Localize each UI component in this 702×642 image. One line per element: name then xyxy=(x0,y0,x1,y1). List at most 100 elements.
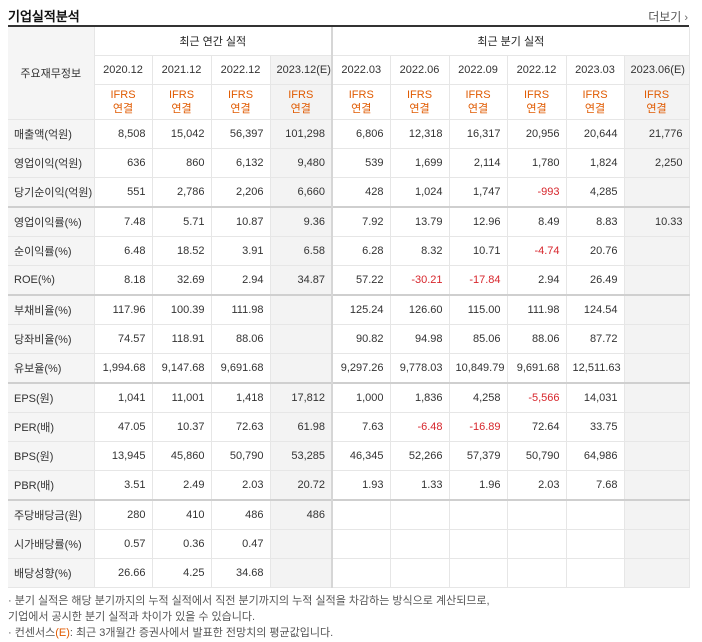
table-cell: -4.74 xyxy=(507,236,567,266)
table-cell: 2,206 xyxy=(211,177,271,208)
table-cell: 90.82 xyxy=(331,324,391,354)
table-cell: 10.87 xyxy=(211,206,271,237)
table-cell: 124.54 xyxy=(566,294,625,325)
consolidated-label: 연결 xyxy=(409,103,430,115)
row-label: BPS(원) xyxy=(8,441,95,471)
table-cell: 8.32 xyxy=(390,236,450,266)
table-row: 배당성향(%) 26.66 4.25 34.68 xyxy=(8,558,690,588)
table-cell: 12,511.63 xyxy=(566,353,625,384)
table-cell: 1,747 xyxy=(449,177,508,208)
table-cell: -30.21 xyxy=(390,265,450,296)
table-cell: 72.64 xyxy=(507,412,567,442)
more-link[interactable]: 더보기 › xyxy=(648,8,688,25)
table-cell: 4.25 xyxy=(152,558,212,588)
table-cell xyxy=(624,177,690,208)
ifrs-header: IFRS 연결 xyxy=(390,84,450,120)
table-cell xyxy=(566,529,625,559)
table-cell: 47.05 xyxy=(94,412,153,442)
consolidated-label: 연결 xyxy=(351,103,372,115)
row-label: 부채비율(%) xyxy=(8,294,95,325)
table-cell: 2.94 xyxy=(507,265,567,296)
table-cell: 7.68 xyxy=(566,470,625,501)
table-cell: 50,790 xyxy=(507,441,567,471)
row-label: 배당성향(%) xyxy=(8,558,95,588)
table-cell: -993 xyxy=(507,177,567,208)
table-cell: 88.06 xyxy=(211,324,271,354)
row-label: PBR(배) xyxy=(8,470,95,501)
table-cell: 13.79 xyxy=(390,206,450,237)
ifrs-header: IFRS 연결 xyxy=(331,84,391,120)
consolidated-label: 연결 xyxy=(290,103,311,115)
row-label: 시가배당률(%) xyxy=(8,529,95,559)
table-row: 당좌비율(%) 74.57 118.91 88.06 90.82 94.98 85.06 88… xyxy=(8,324,690,354)
table-cell xyxy=(566,499,625,530)
more-label: 더보기 xyxy=(648,10,682,24)
table-cell xyxy=(624,441,690,471)
row-label: PER(배) xyxy=(8,412,95,442)
table-cell xyxy=(624,558,690,588)
table-cell: 8.83 xyxy=(566,206,625,237)
table-cell: 1,780 xyxy=(507,148,567,178)
table-cell: 410 xyxy=(152,499,212,530)
table-cell: 56,397 xyxy=(211,119,271,149)
table-cell: -6.48 xyxy=(390,412,450,442)
ifrs-label: IFRS xyxy=(582,89,608,101)
table-cell: -17.84 xyxy=(449,265,508,296)
table-cell: 20,644 xyxy=(566,119,625,149)
table-cell: 1,000 xyxy=(331,382,391,413)
chevron-right-icon: › xyxy=(684,12,688,24)
table-cell: 860 xyxy=(152,148,212,178)
ifrs-label: IFRS xyxy=(644,89,670,101)
table-cell xyxy=(624,499,690,530)
ifrs-label: IFRS xyxy=(465,89,491,101)
table-cell: 14,031 xyxy=(566,382,625,413)
table-cell: 1,024 xyxy=(390,177,450,208)
table-cell: 10,849.79 xyxy=(449,353,508,384)
table-cell: 1,699 xyxy=(390,148,450,178)
table-cell: 9.36 xyxy=(270,206,333,237)
ifrs-header: IFRS 연결 xyxy=(449,84,508,120)
table-cell xyxy=(624,324,690,354)
table-row: PER(배) 47.05 10.37 72.63 61.98 7.63 -6.48 -16.8… xyxy=(8,412,690,442)
table-cell: 61.98 xyxy=(270,412,333,442)
table-cell xyxy=(270,558,333,588)
table-row: 유보율(%) 1,994.68 9,147.68 9,691.68 9,297.26 9,… xyxy=(8,353,690,384)
table-cell: 94.98 xyxy=(390,324,450,354)
footnote-suffix: : 최근 3개월간 증권사에서 발표한 전망치의 평균값입니다. xyxy=(69,627,334,639)
table-cell: 57,379 xyxy=(449,441,508,471)
table-cell: 8,508 xyxy=(94,119,153,149)
period-header: 2022.03 xyxy=(331,55,391,85)
table-cell: 117.96 xyxy=(94,294,153,325)
table-cell: 115.00 xyxy=(449,294,508,325)
table-cell: 74.57 xyxy=(94,324,153,354)
table-cell: 50,790 xyxy=(211,441,271,471)
table-cell xyxy=(624,412,690,442)
ifrs-label: IFRS xyxy=(110,89,136,101)
table-cell xyxy=(624,470,690,501)
table-cell: 1,418 xyxy=(211,382,271,413)
table-cell: 118.91 xyxy=(152,324,212,354)
table-cell: 12,318 xyxy=(390,119,450,149)
table-cell: 21,776 xyxy=(624,119,690,149)
table-cell: 1.96 xyxy=(449,470,508,501)
table-cell: 2,786 xyxy=(152,177,212,208)
table-cell: 1.33 xyxy=(390,470,450,501)
table-cell: 111.98 xyxy=(211,294,271,325)
table-cell: 64,986 xyxy=(566,441,625,471)
table-cell: 88.06 xyxy=(507,324,567,354)
ifrs-label: IFRS xyxy=(168,89,195,101)
table-cell: 8.18 xyxy=(94,265,153,296)
table-cell: 12.96 xyxy=(449,206,508,237)
table-cell: 111.98 xyxy=(507,294,567,325)
table-cell: 20.76 xyxy=(566,236,625,266)
row-label: 당좌비율(%) xyxy=(8,324,95,354)
ifrs-header: IFRS 연결 xyxy=(270,84,333,120)
table-row: 영업이익률(%) 7.48 5.71 10.87 9.36 7.92 13.79 12.96 8… xyxy=(8,206,690,237)
table-cell: 3.51 xyxy=(94,470,153,501)
table-cell: 0.47 xyxy=(211,529,271,559)
table-cell xyxy=(624,294,690,325)
table-row: EPS(원) 1,041 11,001 1,418 17,812 1,000 1,836 4,… xyxy=(8,382,690,413)
table-cell: 2.03 xyxy=(507,470,567,501)
table-cell: -5,566 xyxy=(507,382,567,413)
table-row: PBR(배) 3.51 2.49 2.03 20.72 1.93 1.33 1.96 2.03 7… xyxy=(8,470,690,501)
